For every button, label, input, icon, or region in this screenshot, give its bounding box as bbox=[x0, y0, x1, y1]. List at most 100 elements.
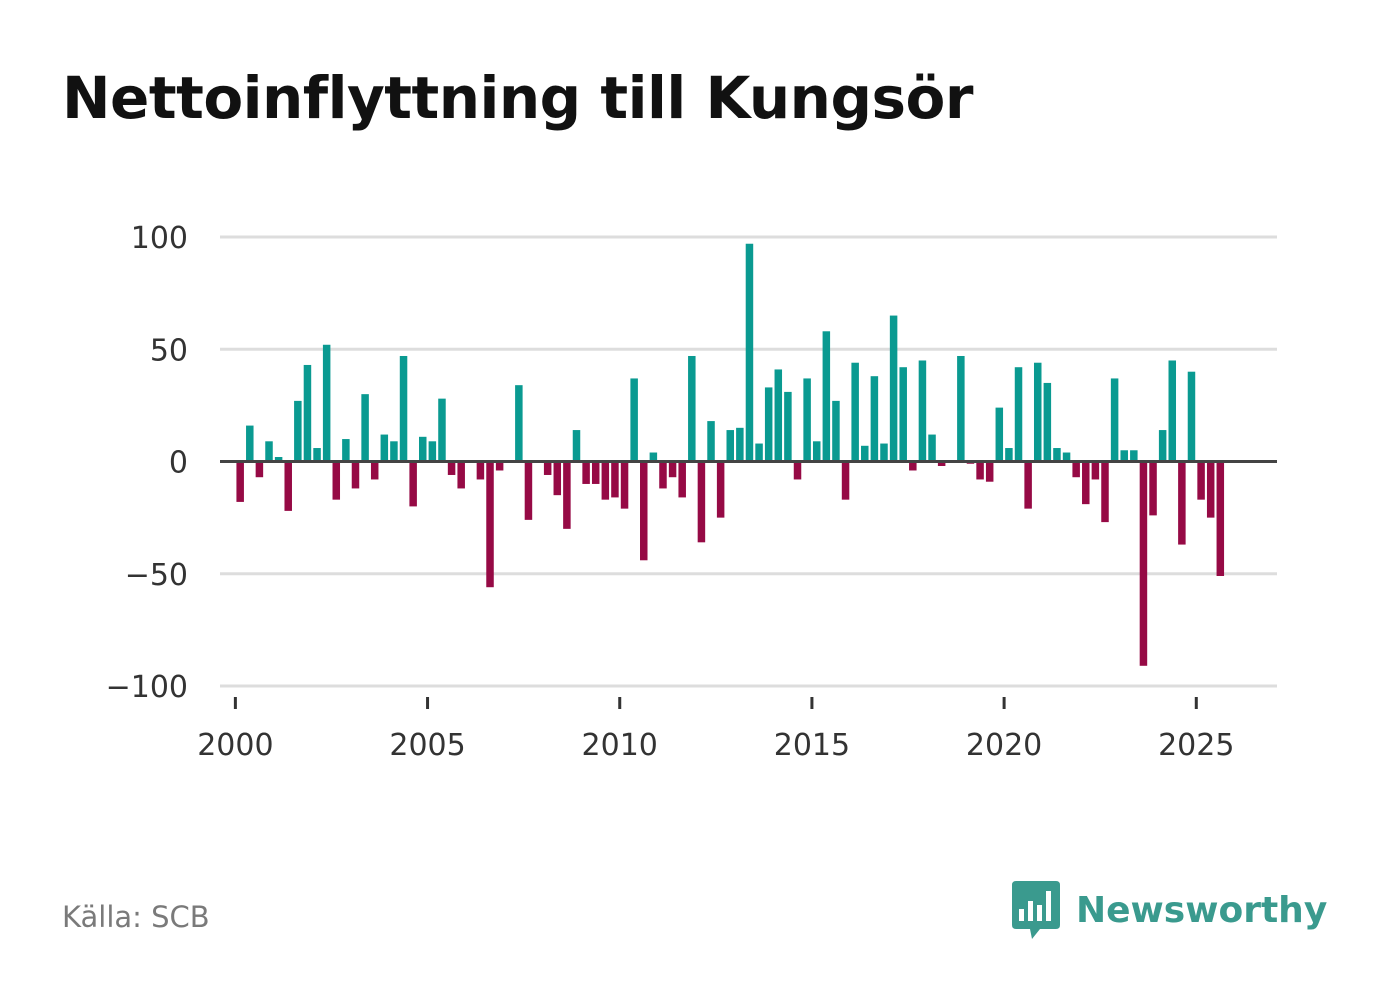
bar bbox=[572, 430, 581, 462]
bar bbox=[889, 315, 898, 462]
bar bbox=[1062, 452, 1071, 462]
bar bbox=[957, 355, 965, 462]
bar bbox=[909, 461, 917, 471]
bar bbox=[774, 369, 783, 462]
bar bbox=[899, 367, 907, 462]
bar bbox=[841, 461, 850, 500]
bar bbox=[1053, 448, 1061, 462]
bar bbox=[515, 385, 523, 462]
bar bbox=[601, 461, 610, 500]
bar bbox=[1206, 461, 1215, 518]
x-tick-label: 2000 bbox=[197, 728, 273, 763]
bar bbox=[918, 360, 927, 462]
bar bbox=[342, 439, 350, 462]
bar bbox=[380, 434, 389, 462]
brand-logo[interactable]: Newsworthy bbox=[1010, 878, 1327, 942]
bar bbox=[1168, 360, 1177, 462]
y-tick-label: −100 bbox=[106, 670, 188, 705]
bar bbox=[246, 425, 254, 462]
bar bbox=[937, 461, 946, 466]
bar bbox=[322, 344, 331, 462]
source-note: Källa: SCB bbox=[62, 900, 210, 934]
bar bbox=[236, 461, 244, 502]
x-axis: 2000 2005 2010 2015 2020 2025 bbox=[197, 697, 1234, 763]
bar bbox=[611, 461, 619, 498]
bar bbox=[649, 452, 658, 462]
bar bbox=[457, 461, 465, 489]
bar bbox=[1110, 378, 1119, 462]
bar bbox=[265, 441, 273, 462]
bar-chart-speech-bubble-icon bbox=[1012, 881, 1060, 939]
bar bbox=[620, 461, 629, 509]
bar bbox=[419, 436, 427, 462]
x-tick-label: 2020 bbox=[966, 728, 1042, 763]
bar bbox=[745, 243, 754, 462]
bar bbox=[803, 378, 811, 462]
bar bbox=[630, 378, 638, 462]
bar bbox=[707, 421, 715, 462]
bar bbox=[764, 387, 773, 462]
y-tick-label: 100 bbox=[131, 221, 188, 256]
bar bbox=[851, 362, 859, 462]
bar bbox=[351, 461, 360, 489]
bar bbox=[736, 427, 744, 462]
bar bbox=[303, 364, 312, 462]
bar bbox=[668, 461, 677, 478]
bar bbox=[438, 398, 446, 462]
bar bbox=[582, 461, 590, 484]
bar bbox=[1139, 461, 1148, 666]
bar bbox=[812, 441, 821, 462]
bar bbox=[1072, 461, 1080, 478]
bar bbox=[313, 448, 321, 462]
bar bbox=[755, 443, 763, 462]
bar bbox=[563, 461, 571, 529]
x-tick-label: 2005 bbox=[389, 728, 465, 763]
bar bbox=[716, 461, 725, 518]
bar bbox=[688, 355, 696, 462]
bar bbox=[1005, 448, 1013, 462]
bar bbox=[409, 461, 417, 507]
y-tick-label: 0 bbox=[169, 446, 188, 481]
bar bbox=[447, 461, 456, 475]
brand-name: Newsworthy bbox=[1076, 889, 1328, 931]
bar bbox=[928, 434, 936, 462]
bar bbox=[284, 461, 292, 511]
bar bbox=[697, 461, 706, 543]
bar bbox=[1082, 461, 1090, 505]
bar bbox=[1101, 461, 1109, 523]
bar bbox=[1014, 367, 1023, 462]
chart-title: Nettoinflyttning till Kungsör bbox=[62, 64, 973, 132]
bar bbox=[591, 461, 600, 484]
x-tick-label: 2025 bbox=[1158, 728, 1234, 763]
bar bbox=[976, 461, 984, 480]
bar bbox=[361, 394, 369, 462]
bar bbox=[274, 457, 283, 462]
bar bbox=[640, 461, 648, 561]
bar bbox=[784, 391, 792, 462]
bar bbox=[1120, 450, 1128, 462]
bar bbox=[1216, 461, 1225, 576]
bar bbox=[870, 376, 879, 462]
bar bbox=[1149, 461, 1157, 516]
bar bbox=[793, 461, 802, 480]
y-tick-label: 50 bbox=[150, 333, 188, 368]
bar bbox=[332, 461, 341, 500]
bar bbox=[822, 331, 831, 462]
bar bbox=[995, 407, 1004, 462]
bar bbox=[726, 430, 734, 462]
bar bbox=[524, 461, 533, 520]
x-tick-label: 2015 bbox=[774, 728, 850, 763]
bars bbox=[236, 243, 1225, 666]
y-tick-label: −50 bbox=[125, 558, 188, 593]
bar bbox=[495, 461, 504, 471]
bar bbox=[476, 461, 485, 480]
bar bbox=[1178, 461, 1186, 545]
x-tick-label: 2010 bbox=[582, 728, 658, 763]
bar bbox=[678, 461, 686, 498]
bar bbox=[1187, 371, 1196, 462]
bar bbox=[553, 461, 562, 496]
y-axis-tick-labels: 100 50 0 −50 −100 bbox=[106, 221, 188, 705]
bar bbox=[399, 355, 408, 462]
bar bbox=[486, 461, 494, 588]
bar bbox=[543, 461, 552, 475]
